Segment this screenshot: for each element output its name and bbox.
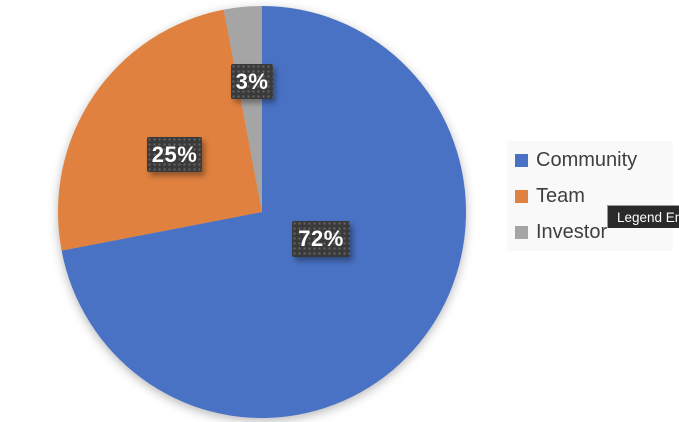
legend-swatch-investor-icon — [515, 225, 528, 239]
legend-tooltip-text: Legend En — [617, 209, 679, 225]
data-label-community[interactable]: 72% — [292, 221, 350, 257]
data-label-investor-text: 3% — [235, 68, 269, 94]
pie-slice-investor[interactable] — [223, 6, 262, 212]
legend-item-investor[interactable]: Investor — [515, 214, 673, 250]
data-label-community-text: 72% — [298, 226, 344, 251]
legend-swatch-team-icon — [515, 189, 528, 203]
data-label-team-text: 25% — [151, 141, 198, 167]
data-label-investor[interactable]: 3% — [231, 64, 273, 99]
legend-swatch-community-icon — [515, 153, 528, 167]
legend-label-community: Community — [536, 148, 638, 171]
pie-slice-community[interactable] — [61, 6, 466, 418]
data-label-team[interactable]: 25% — [147, 137, 202, 172]
legend-label-team: Team — [536, 184, 585, 207]
legend-item-community[interactable]: Community — [515, 142, 673, 178]
legend-tooltip: Legend En — [607, 205, 679, 228]
legend-label-investor: Investor — [536, 220, 608, 243]
chart-legend: Community Team Investor — [507, 141, 673, 251]
legend-item-team[interactable]: Team — [515, 178, 673, 214]
pie-slice-team[interactable] — [57, 9, 262, 251]
